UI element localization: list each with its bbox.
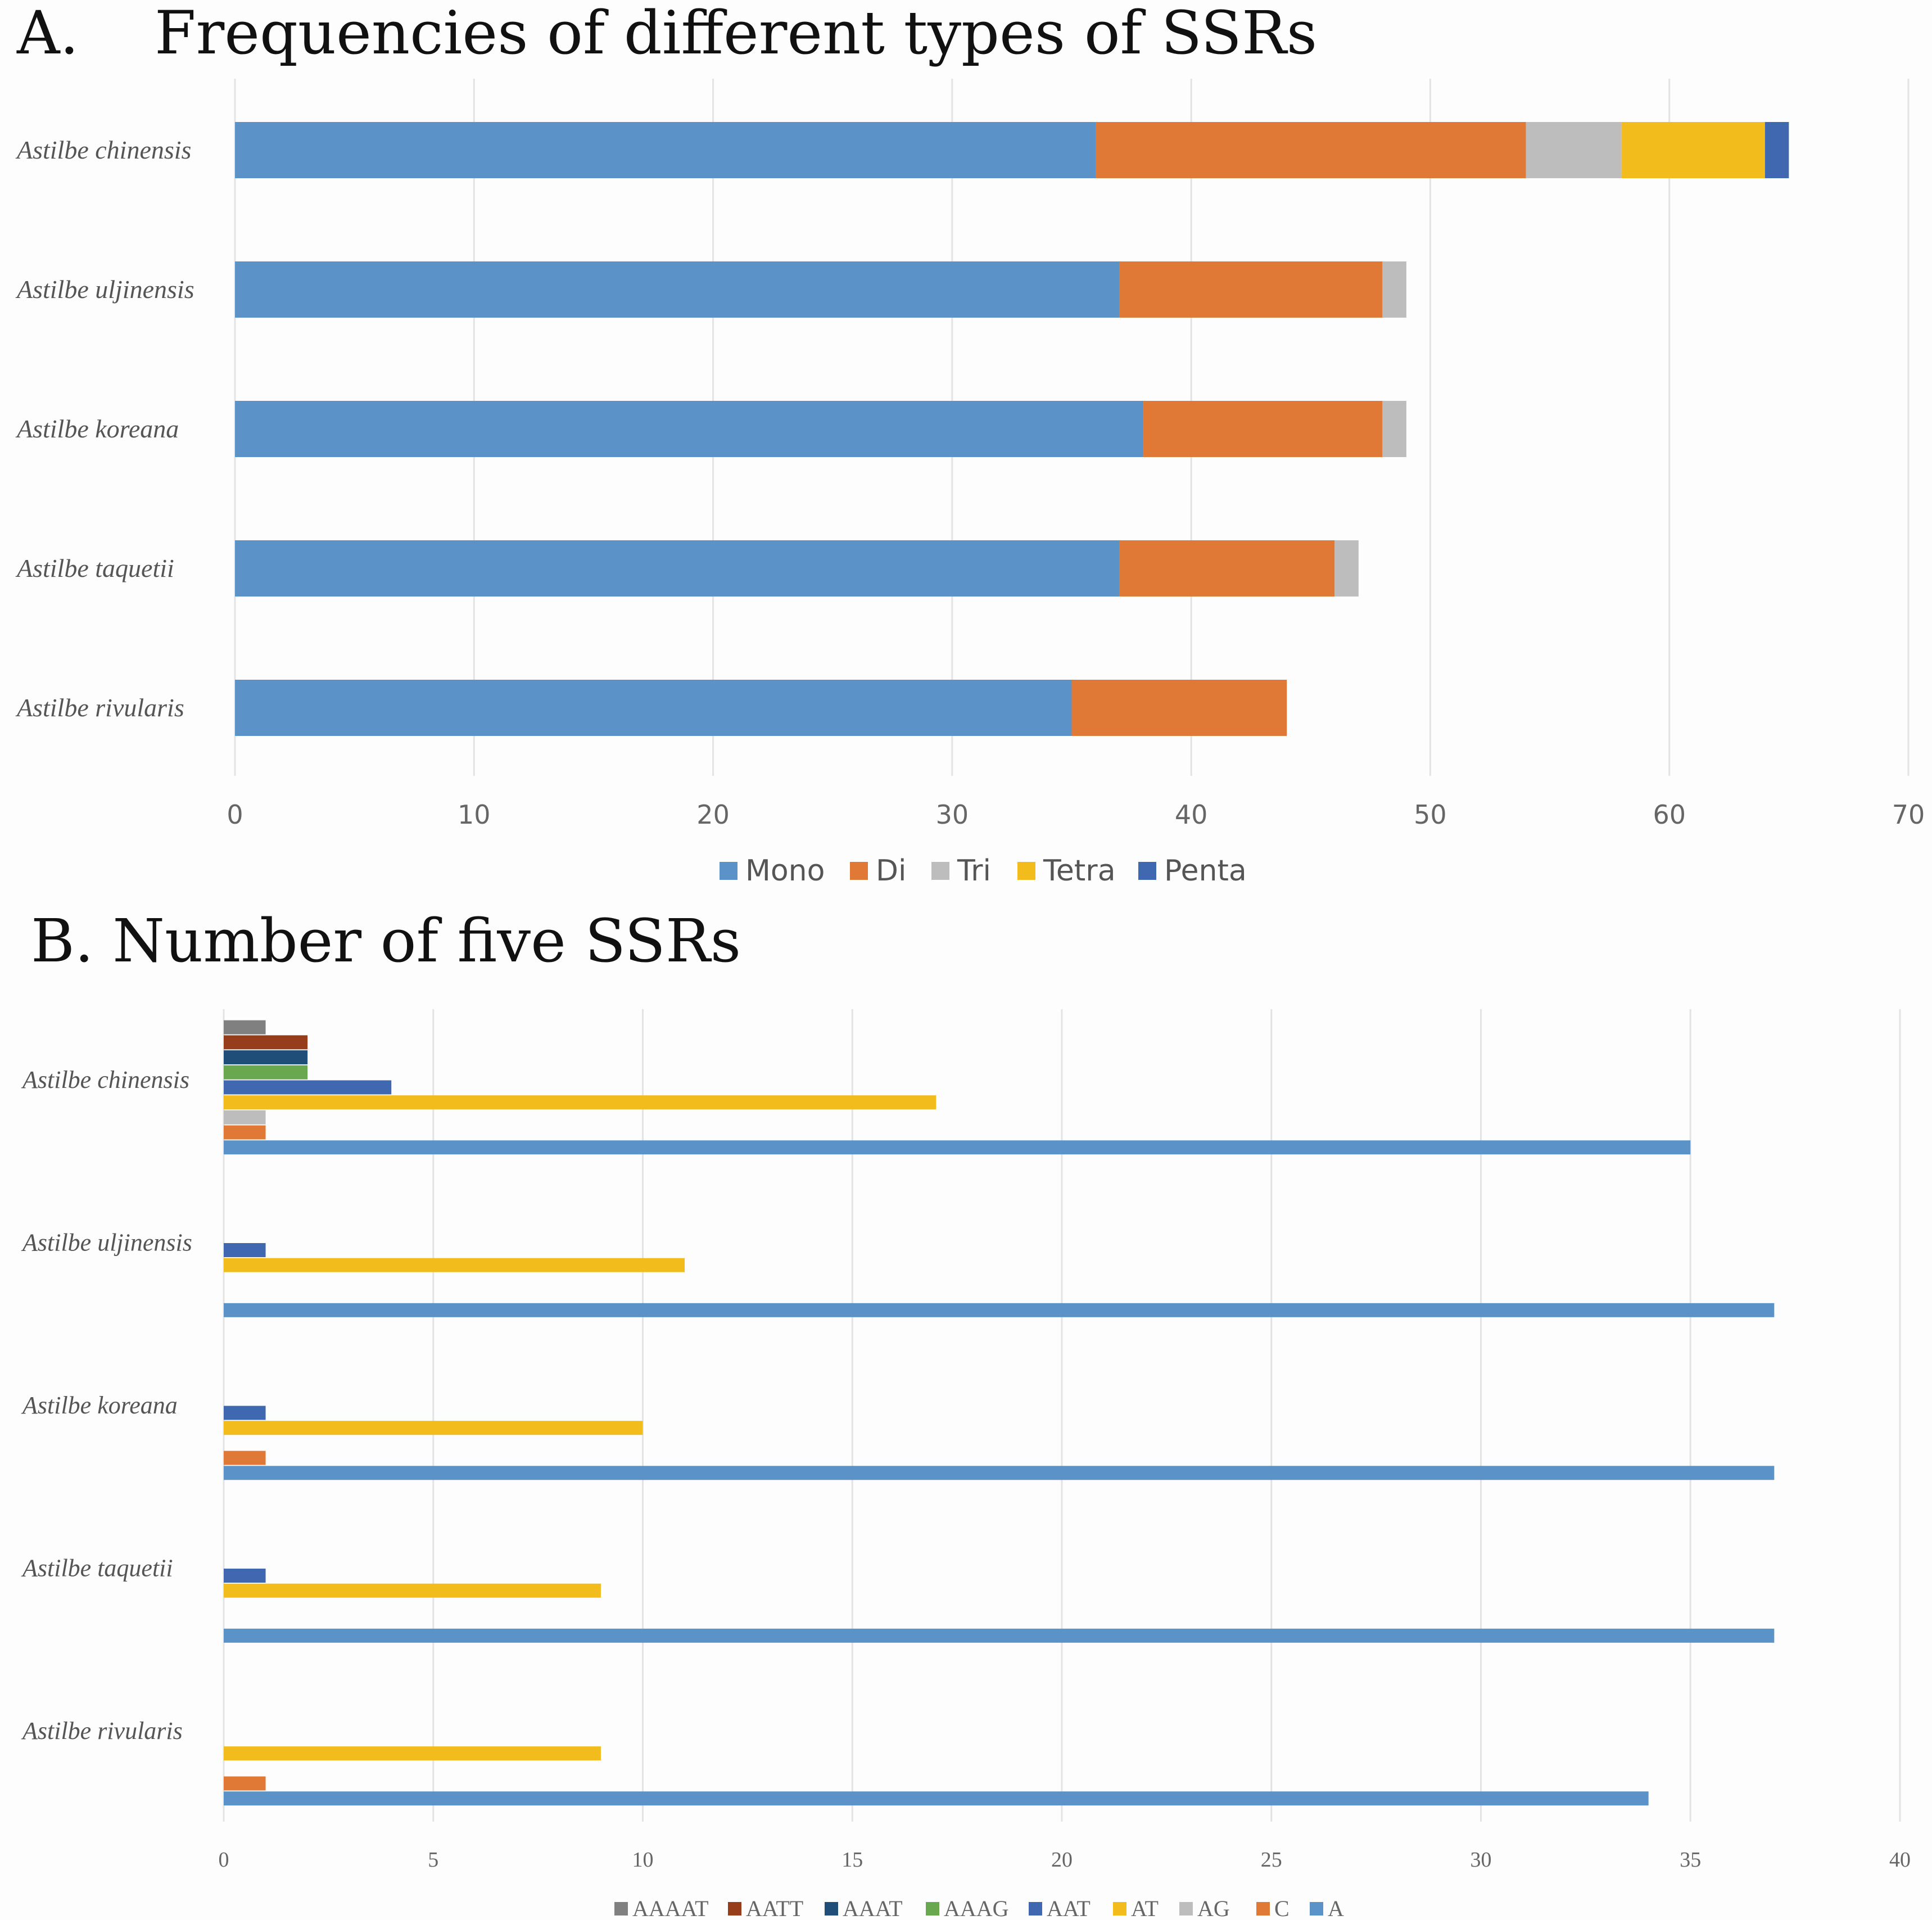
chart-b-category-label: Astilbe rivularis xyxy=(21,1717,183,1745)
chart-b-bar-aat xyxy=(224,1080,392,1095)
chart-b-x-tick: 5 xyxy=(428,1848,438,1872)
chart-a-x-tick: 0 xyxy=(227,799,243,830)
chart-b-bar-a xyxy=(224,1466,1775,1480)
chart-b-x-tick: 30 xyxy=(1471,1848,1492,1872)
chart-b-bar-at xyxy=(224,1583,601,1598)
chart-b-bar-a xyxy=(224,1628,1775,1643)
chart-a-category-label: Astilbe taquetii xyxy=(15,554,174,582)
chart-b-legend-label: C xyxy=(1274,1896,1289,1920)
chart-b-category-label: Astilbe koreana xyxy=(21,1392,178,1419)
chart-b-legend-swatch xyxy=(1179,1902,1193,1916)
chart-b-bar-c xyxy=(224,1776,266,1791)
chart-b-legend-label: AAAT xyxy=(843,1896,903,1920)
chart-a-category-label: Astilbe uljinensis xyxy=(15,275,194,304)
chart-a-legend-swatch xyxy=(720,862,737,880)
chart-a-legend-swatch xyxy=(1138,862,1156,880)
chart-a-x-tick: 60 xyxy=(1653,799,1686,830)
chart-b-bar-a xyxy=(224,1303,1775,1317)
chart-b-bar-at xyxy=(224,1746,601,1761)
chart-a-x-tick: 70 xyxy=(1892,799,1925,830)
chart-a-bar-tri xyxy=(1382,261,1406,318)
chart-b-bar-at xyxy=(224,1095,936,1110)
chart-b-category-label: Astilbe uljinensis xyxy=(21,1229,192,1257)
chart-a-bar-mono xyxy=(235,680,1072,736)
chart-a-bar-di xyxy=(1119,261,1383,318)
chart-a-bar-tri xyxy=(1334,540,1359,597)
chart-a-x-tick: 10 xyxy=(458,799,491,830)
chart-a-bar-mono xyxy=(235,540,1120,597)
chart-a-bar-di xyxy=(1119,540,1335,597)
chart-b-bar-c xyxy=(224,1125,266,1140)
chart-a-bar-tri xyxy=(1382,401,1406,457)
chart-b-x-tick: 35 xyxy=(1680,1848,1701,1872)
chart-b-bar-ag xyxy=(224,1110,266,1124)
chart-a-legend-label: Tetra xyxy=(1043,854,1116,888)
chart-b-legend-label: AAAAT xyxy=(632,1896,709,1920)
chart-b-category-label: Astilbe taquetii xyxy=(21,1555,173,1582)
chart-a-x-tick: 50 xyxy=(1414,799,1447,830)
chart-b-bar-aaaat xyxy=(224,1020,266,1034)
chart-a-bar-di xyxy=(1096,122,1526,178)
chart-b-bar-aat xyxy=(224,1569,266,1583)
chart-b-bar-at xyxy=(224,1421,643,1435)
chart-a-bar-tetra xyxy=(1621,122,1765,178)
chart-a-legend-swatch xyxy=(1017,862,1035,880)
chart-b-bar-aaat xyxy=(224,1050,308,1065)
chart-a-legend-label: Mono xyxy=(745,854,825,888)
chart-b-legend-label: A xyxy=(1328,1896,1344,1920)
chart-b-title: B. Number of five SSRs xyxy=(31,911,741,975)
chart-a-bar-penta xyxy=(1764,122,1789,178)
chart-b-x-tick: 40 xyxy=(1889,1848,1911,1872)
chart-a-title: A. Frequencies of different types of SSR… xyxy=(16,0,1317,67)
chart-b-legend-label: AG xyxy=(1197,1896,1230,1920)
chart-b-legend-swatch xyxy=(728,1902,741,1916)
chart-a-legend-label: Tri xyxy=(957,854,991,888)
chart-b-bar-c xyxy=(224,1451,266,1465)
chart-a-bar-di xyxy=(1071,680,1287,736)
chart-b-x-tick: 15 xyxy=(841,1848,863,1872)
chart-b-legend-swatch xyxy=(1113,1902,1126,1916)
chart-b-legend-swatch xyxy=(1029,1902,1042,1916)
chart-b-bar-aaag xyxy=(224,1065,308,1079)
chart-a-bar-di xyxy=(1143,401,1383,457)
chart-a-legend-label: Penta xyxy=(1164,854,1247,888)
chart-a-legend-label: Di xyxy=(876,854,907,888)
chart-a-category-label: Astilbe koreana xyxy=(15,414,179,443)
chart-a-x-tick: 40 xyxy=(1175,799,1208,830)
chart-a-category-label: Astilbe rivularis xyxy=(15,693,184,722)
chart-b-category-label: Astilbe chinensis xyxy=(21,1066,189,1094)
chart-b-bar-aat xyxy=(224,1243,266,1257)
chart-a-x-tick: 30 xyxy=(936,799,969,830)
chart-a-bar-mono xyxy=(235,122,1096,178)
chart-a: A. Frequencies of different types of SSR… xyxy=(15,0,1925,888)
chart-a-x-tick: 20 xyxy=(696,799,730,830)
chart-a-bar-mono xyxy=(235,261,1120,318)
chart-b-legend-swatch xyxy=(1256,1902,1270,1916)
chart-b-x-tick: 25 xyxy=(1261,1848,1282,1872)
chart-b-legend-swatch xyxy=(825,1902,838,1916)
chart-b-legend-swatch xyxy=(926,1902,939,1916)
chart-b-legend-label: AATT xyxy=(746,1896,803,1920)
chart-b-bar-aat xyxy=(224,1406,266,1420)
chart-b-x-tick: 10 xyxy=(632,1848,654,1872)
chart-b-legend-label: AT xyxy=(1131,1896,1159,1920)
chart-b-legend-swatch xyxy=(1310,1902,1323,1916)
chart-a-legend-swatch xyxy=(931,862,949,880)
chart-b-bar-a xyxy=(224,1140,1691,1155)
chart-b-legend-swatch xyxy=(614,1902,628,1916)
chart-b-x-tick: 0 xyxy=(219,1848,229,1872)
chart-a-legend-swatch xyxy=(850,862,868,880)
chart-b-bar-a xyxy=(224,1791,1649,1806)
chart-b-legend-label: AAAG xyxy=(944,1896,1009,1920)
chart-b: B. Number of five SSRs Astilbe chinensis… xyxy=(21,911,1911,1920)
chart-b-legend-label: AAT xyxy=(1047,1896,1091,1920)
chart-b-bar-at xyxy=(224,1258,685,1272)
chart-b-x-tick: 20 xyxy=(1051,1848,1073,1872)
chart-a-bar-mono xyxy=(235,401,1144,457)
chart-a-category-label: Astilbe chinensis xyxy=(15,135,191,164)
chart-a-bar-tri xyxy=(1526,122,1622,178)
chart-b-bar-aatt xyxy=(224,1035,308,1050)
